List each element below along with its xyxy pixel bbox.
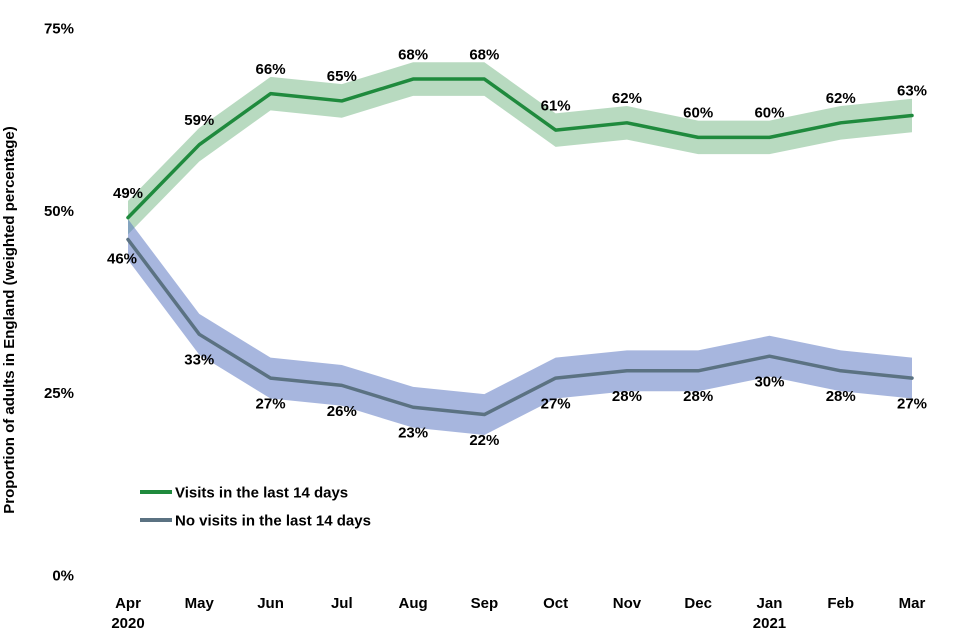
y-tick-label: 0% [52,568,74,585]
x-tick-label: May [185,595,215,612]
series-line [126,77,914,220]
data-point-label: 28% [826,388,856,405]
data-point-label: 46% [107,251,137,268]
legend-label: No visits in the last 14 days [175,513,371,530]
y-axis-title: Proportion of adults in England (weighte… [1,126,18,514]
x-tick-year-label: 2021 [753,615,786,632]
y-tick-label: 25% [44,385,74,402]
x-tick-label: Oct [543,595,568,612]
series-line [126,237,914,417]
y-tick-label: 50% [44,203,74,220]
x-tick-label: Mar [899,595,926,612]
data-point-label: 66% [256,61,286,78]
y-tick-label: 75% [44,21,74,38]
x-tick-label: Aug [399,595,428,612]
data-point-label: 60% [754,105,784,122]
x-tick-label: Dec [684,595,712,612]
data-point-label: 65% [327,68,357,85]
legend-label: Visits in the last 14 days [175,485,348,502]
data-point-label: 33% [184,352,214,369]
data-point-label: 28% [683,388,713,405]
x-tick-label: Jan [757,595,783,612]
data-point-label: 63% [897,83,927,100]
data-point-label: 61% [541,97,571,114]
x-tick-label: Apr [115,595,141,612]
x-tick-label: Sep [471,595,499,612]
data-point-label: 27% [897,396,927,413]
data-point-label: 27% [256,396,286,413]
data-point-label: 62% [612,90,642,107]
x-tick-label: Jul [331,595,353,612]
data-point-label: 26% [327,403,357,420]
data-point-label: 22% [469,432,499,449]
data-point-label: 62% [826,90,856,107]
confidence-band [128,219,912,435]
data-point-label: 68% [469,46,499,63]
x-tick-label: Nov [613,595,642,612]
data-point-label: 27% [541,396,571,413]
x-tick-year-label: 2020 [111,615,144,632]
data-point-label: 23% [398,425,428,442]
data-point-label: 28% [612,388,642,405]
data-point-label: 49% [113,185,143,202]
data-point-label: 59% [184,112,214,129]
confidence-band [128,62,912,235]
x-tick-label: Feb [827,595,854,612]
data-point-label: 68% [398,46,428,63]
data-point-label: 30% [754,374,784,391]
data-point-label: 60% [683,105,713,122]
x-tick-label: Jun [257,595,284,612]
